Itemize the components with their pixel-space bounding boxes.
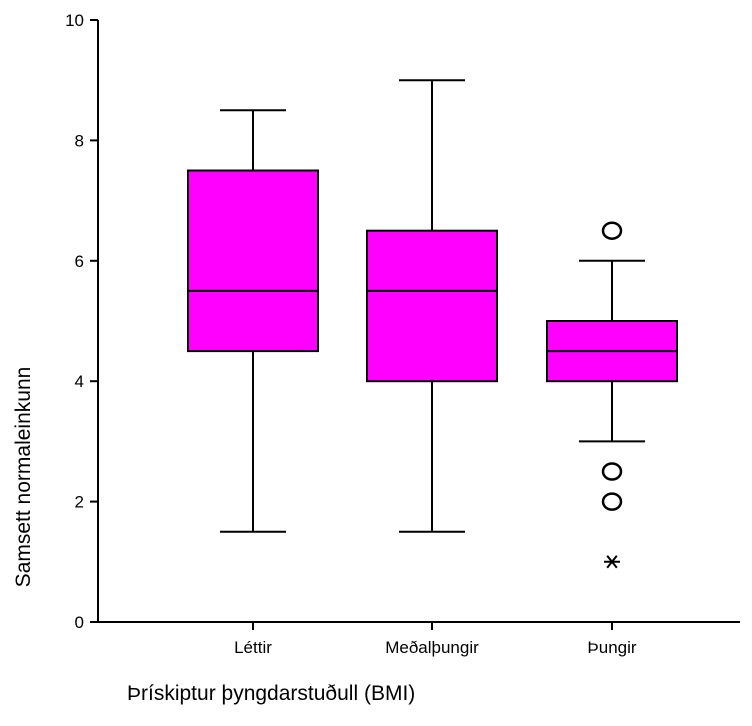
x-tick-label: Meðalþungir — [385, 638, 479, 657]
outlier-point — [601, 492, 623, 511]
iqr-box — [366, 229, 498, 383]
iqr-box — [187, 169, 319, 353]
x-tick-label: Léttir — [234, 638, 272, 657]
y-tick-label: 10 — [65, 11, 84, 30]
x-axis-title: Þrískiptur þyngdarstuðull (BMI) — [127, 682, 415, 705]
x-tick-label: Þungir — [587, 638, 636, 657]
plot-area: 0 2 4 6 8 10 Léttir Meðalþungir Þungir — [65, 11, 740, 657]
y-tick-label: 6 — [75, 252, 84, 271]
y-tick-label: 4 — [75, 372, 84, 391]
y-tick-label: 8 — [75, 131, 84, 150]
extreme-point — [604, 555, 620, 569]
outlier-point — [601, 221, 623, 240]
y-tick-label: 0 — [75, 613, 84, 632]
outlier-point — [601, 462, 623, 481]
y-axis-title: Samsett normaleinkunn — [12, 367, 35, 588]
y-tick-label: 2 — [75, 493, 84, 512]
